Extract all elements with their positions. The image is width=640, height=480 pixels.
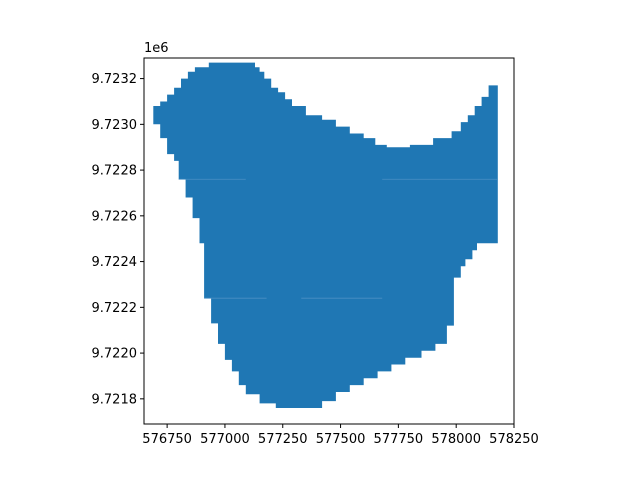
y-tick-label: 9.7220 xyxy=(92,347,138,362)
x-tick-label: 576750 xyxy=(142,432,192,447)
axes-frame xyxy=(143,57,515,425)
y-tick-label: 9.7218 xyxy=(92,392,138,407)
x-tick-label: 577000 xyxy=(200,432,250,447)
x-tick-label: 578000 xyxy=(431,432,481,447)
x-tick-label: 577750 xyxy=(374,432,424,447)
y-tick-label: 9.7230 xyxy=(92,118,138,133)
x-tick-label: 578250 xyxy=(489,432,539,447)
y-axis: 9.7218 9.7220 9.7222 9.7224 9.7226 9.7228 9.72… xyxy=(92,72,144,407)
y-offset-label: 1e6 xyxy=(144,41,169,56)
x-tick-label: 577500 xyxy=(316,432,366,447)
y-tick-label: 9.7228 xyxy=(92,164,138,179)
x-tick-label: 577250 xyxy=(258,432,308,447)
y-tick-label: 9.7224 xyxy=(92,255,138,270)
y-tick-label: 9.7226 xyxy=(92,209,138,224)
y-tick-label: 9.7232 xyxy=(92,72,138,87)
polygon-area xyxy=(153,62,498,408)
y-tick-label: 9.7222 xyxy=(92,301,138,316)
data-layer xyxy=(153,62,498,408)
x-axis: 576750 577000 577250 577500 577750 578000 5782… xyxy=(142,424,539,447)
